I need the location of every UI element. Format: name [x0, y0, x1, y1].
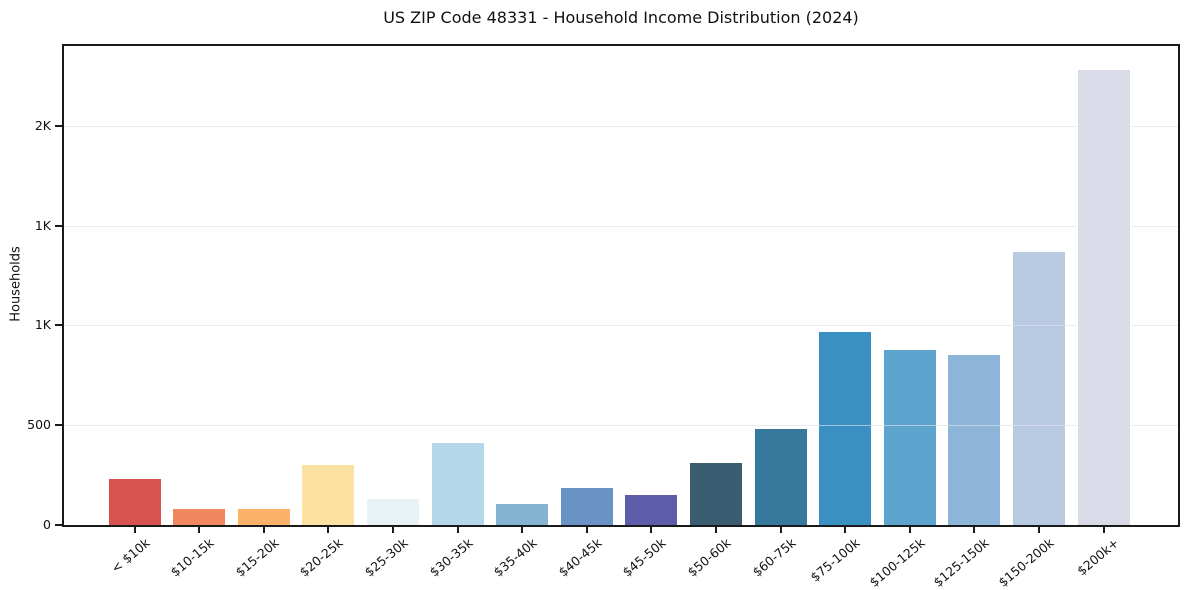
x-tick-label: $25-30k	[361, 535, 411, 580]
bar-30-35k	[431, 443, 484, 525]
y-tick-mark	[55, 225, 62, 227]
x-tick-mark	[327, 527, 329, 533]
y-tick-mark	[55, 524, 62, 526]
x-tick-label: $75-100k	[807, 535, 863, 585]
x-tick-label: $125-150k	[930, 535, 992, 590]
bar-40-45k	[560, 488, 613, 525]
bar-50-60k	[689, 463, 742, 525]
x-tick-mark	[134, 527, 136, 533]
x-tick-label: < $10k	[108, 535, 153, 576]
x-tick-mark	[844, 527, 846, 533]
bar-150-200k	[1012, 252, 1065, 525]
chart-title: US ZIP Code 48331 - Household Income Dis…	[383, 8, 859, 27]
x-tick-mark	[198, 527, 200, 533]
bar-10k	[108, 479, 161, 525]
y-tick-label: 1K	[34, 218, 51, 233]
bar-45-50k	[625, 495, 678, 525]
x-tick-label: $150-200k	[995, 535, 1057, 590]
bar-60-75k	[754, 429, 807, 525]
x-tick-label: $200k+	[1074, 535, 1122, 579]
bar-25-30k	[366, 499, 419, 525]
x-tick-mark	[263, 527, 265, 533]
x-tick-label: $15-20k	[232, 535, 282, 580]
y-tick-label: 0	[43, 517, 51, 532]
bar-15-20k	[237, 509, 290, 525]
y-tick-mark	[55, 125, 62, 127]
y-axis-label-text: Households	[8, 246, 24, 322]
x-tick-mark	[909, 527, 911, 533]
x-tick-label: $100-125k	[866, 535, 928, 590]
y-tick-mark	[55, 324, 62, 326]
x-tick-label: $45-50k	[619, 535, 669, 580]
x-tick-mark	[457, 527, 459, 533]
x-tick-label: $30-35k	[426, 535, 476, 580]
x-tick-mark	[586, 527, 588, 533]
x-tick-label: $10-15k	[167, 535, 217, 580]
x-tick-mark	[780, 527, 782, 533]
x-tick-mark	[392, 527, 394, 533]
plot-area	[62, 44, 1180, 527]
x-tick-mark	[650, 527, 652, 533]
bar-10-15k	[173, 509, 226, 525]
x-tick-mark	[1103, 527, 1105, 533]
bar-125-150k	[948, 355, 1001, 525]
x-tick-mark	[973, 527, 975, 533]
bar-35-40k	[496, 504, 549, 525]
bars-layer	[64, 46, 1178, 525]
bar-200k+	[1077, 70, 1130, 525]
bar-100-125k	[883, 350, 936, 525]
bar-20-25k	[302, 465, 355, 525]
y-tick-label: 1K	[34, 317, 51, 332]
y-tick-label: 2K	[34, 118, 51, 133]
x-tick-label: $35-40k	[490, 535, 540, 580]
bar-75-100k	[819, 332, 872, 525]
x-tick-label: $60-75k	[749, 535, 799, 580]
x-tick-mark	[715, 527, 717, 533]
x-tick-label: $20-25k	[296, 535, 346, 580]
x-tick-mark	[1038, 527, 1040, 533]
x-tick-label: $40-45k	[555, 535, 605, 580]
x-tick-mark	[521, 527, 523, 533]
y-tick-label: 500	[27, 417, 51, 432]
x-tick-label: $50-60k	[684, 535, 734, 580]
y-tick-mark	[55, 424, 62, 426]
